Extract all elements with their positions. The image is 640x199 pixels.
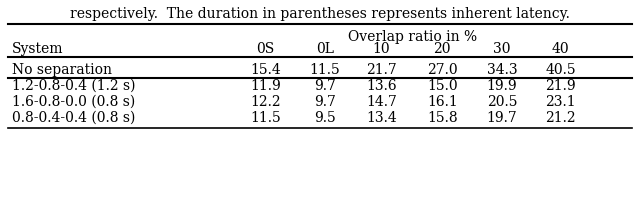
Text: System: System (12, 42, 63, 56)
Text: 16.1: 16.1 (427, 95, 458, 109)
Text: 15.8: 15.8 (427, 111, 458, 125)
Text: 23.1: 23.1 (545, 95, 576, 109)
Text: 30: 30 (493, 42, 511, 56)
Text: 11.9: 11.9 (250, 79, 281, 93)
Text: Overlap ratio in %: Overlap ratio in % (348, 30, 477, 44)
Text: 1.6-0.8-0.0 (0.8 s): 1.6-0.8-0.0 (0.8 s) (12, 95, 135, 109)
Text: 11.5: 11.5 (250, 111, 281, 125)
Text: 9.7: 9.7 (314, 79, 336, 93)
Text: 0L: 0L (316, 42, 334, 56)
Text: No separation: No separation (12, 63, 112, 77)
Text: 40: 40 (552, 42, 570, 56)
Text: 21.7: 21.7 (366, 63, 397, 77)
Text: 15.4: 15.4 (250, 63, 281, 77)
Text: 40.5: 40.5 (545, 63, 576, 77)
Text: 20: 20 (433, 42, 451, 56)
Text: 0.8-0.4-0.4 (0.8 s): 0.8-0.4-0.4 (0.8 s) (12, 111, 135, 125)
Text: 13.4: 13.4 (366, 111, 397, 125)
Text: 15.0: 15.0 (427, 79, 458, 93)
Text: respectively.  The duration in parentheses represents inherent latency.: respectively. The duration in parenthese… (70, 7, 570, 21)
Text: 0S: 0S (256, 42, 275, 56)
Text: 11.5: 11.5 (310, 63, 340, 77)
Text: 10: 10 (373, 42, 390, 56)
Text: 12.2: 12.2 (250, 95, 281, 109)
Text: 34.3: 34.3 (486, 63, 517, 77)
Text: 20.5: 20.5 (486, 95, 517, 109)
Text: 13.6: 13.6 (366, 79, 397, 93)
Text: 9.7: 9.7 (314, 95, 336, 109)
Text: 21.2: 21.2 (545, 111, 576, 125)
Text: 21.9: 21.9 (545, 79, 576, 93)
Text: 19.7: 19.7 (486, 111, 517, 125)
Text: 27.0: 27.0 (427, 63, 458, 77)
Text: 1.2-0.8-0.4 (1.2 s): 1.2-0.8-0.4 (1.2 s) (12, 79, 136, 93)
Text: 9.5: 9.5 (314, 111, 336, 125)
Text: 19.9: 19.9 (486, 79, 517, 93)
Text: 14.7: 14.7 (366, 95, 397, 109)
